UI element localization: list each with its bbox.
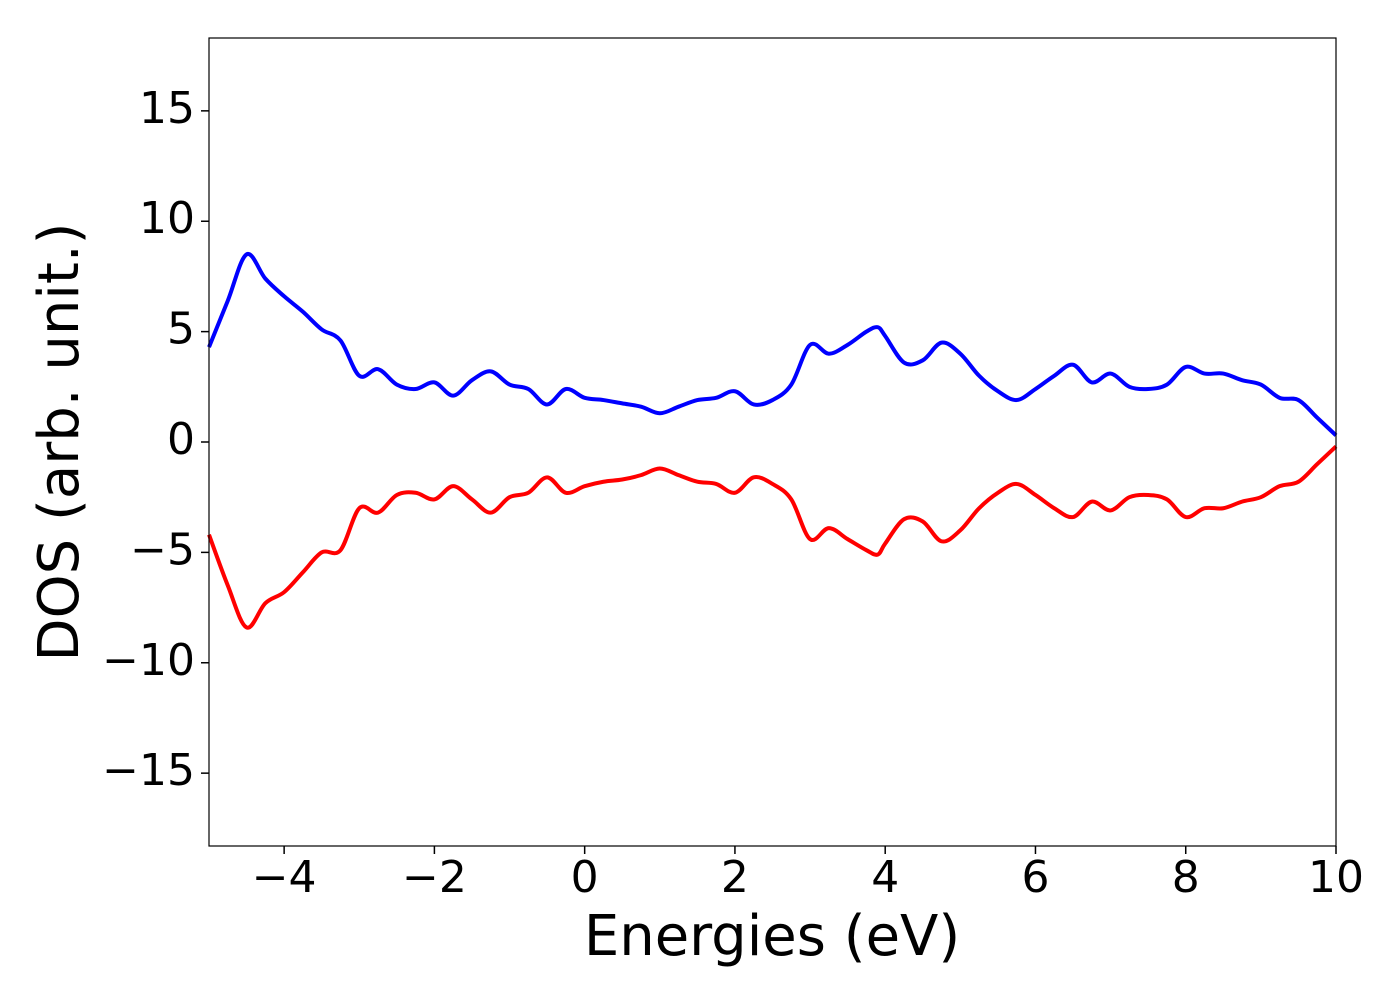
y-axis-label: DOS (arb. unit.) [27,222,92,661]
y-tick-label: 5 [167,304,195,355]
x-tick-label: 8 [1172,852,1200,903]
dos-line [207,444,1338,630]
plot-frame [208,37,1337,847]
y-tick-label: −5 [130,524,195,575]
x-tick-label: −4 [252,852,317,903]
y-tick-label: 10 [139,193,195,244]
x-tick-label: 0 [571,852,599,903]
y-tick-label: −10 [102,635,195,686]
x-tick-label: 6 [1021,852,1049,903]
x-tick-label: −2 [402,852,467,903]
x-tick-label: 4 [871,852,899,903]
y-tick-label: 15 [139,83,195,134]
x-axis-label: Energies (eV) [584,904,960,969]
y-tick-label: −15 [102,745,195,796]
x-tick-label: 10 [1308,852,1364,903]
y-tick-label: 0 [167,414,195,465]
x-tick-label: 2 [721,852,749,903]
dos-line [207,252,1338,437]
